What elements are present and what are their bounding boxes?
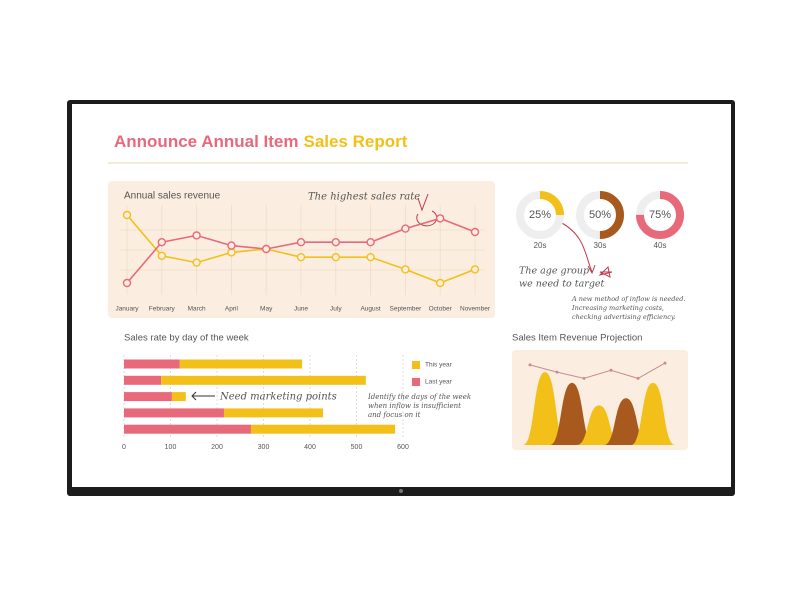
bar-segment bbox=[124, 359, 180, 369]
bar-segment bbox=[124, 424, 251, 434]
x-tick-label: 0 bbox=[122, 444, 126, 451]
point bbox=[470, 227, 480, 237]
x-tick-label: July bbox=[330, 306, 342, 313]
point bbox=[227, 248, 236, 257]
page-title: Announce Annual Item Sales Report bbox=[114, 132, 408, 151]
trend-line bbox=[529, 362, 666, 379]
point bbox=[366, 252, 375, 262]
point bbox=[436, 214, 445, 223]
annotation: Need marketing points bbox=[219, 392, 337, 403]
trend-point bbox=[582, 376, 586, 380]
trend-point bbox=[636, 376, 640, 380]
category-label: 40s bbox=[654, 241, 667, 250]
peak bbox=[523, 372, 567, 445]
bar-segment bbox=[124, 392, 172, 402]
x-tick-label: October bbox=[429, 306, 453, 313]
point bbox=[157, 237, 167, 247]
point bbox=[401, 224, 410, 233]
point bbox=[122, 210, 132, 220]
annotation: A new method of inflow is needed. bbox=[571, 295, 686, 303]
chart-title: Sales Item Revenue Projection bbox=[512, 333, 642, 344]
x-tick-label: January bbox=[115, 306, 139, 313]
point bbox=[331, 252, 340, 262]
annotation: Identify the days of the week bbox=[367, 393, 471, 401]
star-doodle bbox=[598, 265, 613, 278]
annotation: we need to target bbox=[519, 279, 605, 290]
trend-point bbox=[663, 361, 667, 365]
point bbox=[296, 237, 306, 247]
point bbox=[157, 251, 167, 261]
point bbox=[296, 252, 306, 262]
point bbox=[192, 231, 201, 240]
donut-arc bbox=[636, 191, 684, 239]
legend-label: This year bbox=[425, 362, 453, 369]
title-part: Sales Report bbox=[304, 132, 408, 151]
category-label: 30s bbox=[594, 241, 607, 250]
x-tick-label: September bbox=[390, 306, 423, 313]
x-tick-label: May bbox=[260, 306, 273, 313]
point bbox=[192, 258, 201, 267]
legend-label: Last year bbox=[425, 379, 453, 386]
point bbox=[470, 265, 480, 274]
doodle bbox=[416, 193, 438, 227]
bar-segment bbox=[124, 408, 224, 418]
x-tick-label: 400 bbox=[304, 444, 316, 451]
x-tick-label: 500 bbox=[351, 444, 363, 451]
x-tick-label: June bbox=[294, 306, 308, 313]
annotation: checking advertising efficiency. bbox=[572, 313, 676, 321]
x-tick-label: 600 bbox=[397, 444, 409, 451]
point bbox=[122, 278, 132, 288]
x-tick-label: 300 bbox=[258, 444, 270, 451]
point bbox=[436, 278, 445, 288]
x-tick-label: August bbox=[360, 306, 380, 313]
trend-point bbox=[609, 368, 613, 372]
annotation: The age group bbox=[519, 266, 589, 277]
value-label: 50% bbox=[589, 209, 611, 221]
bar-segment bbox=[250, 424, 396, 434]
peak bbox=[577, 405, 621, 445]
bar-segment bbox=[179, 359, 303, 369]
x-tick-label: March bbox=[188, 306, 206, 313]
point bbox=[401, 265, 410, 274]
legend-swatch bbox=[412, 361, 420, 369]
peak bbox=[631, 382, 675, 445]
arrow bbox=[559, 221, 596, 275]
bar-segment bbox=[161, 375, 366, 385]
arrow bbox=[191, 391, 215, 401]
point bbox=[366, 237, 375, 247]
bar-segment bbox=[124, 375, 162, 385]
title-part: Announce Annual Item bbox=[114, 132, 299, 151]
donut-arc bbox=[516, 191, 564, 239]
annotation: when inflow is insufficient bbox=[368, 402, 461, 410]
value-label: 25% bbox=[529, 209, 551, 221]
donut-arc bbox=[576, 191, 624, 239]
annotation: Increasing marketing costs, bbox=[571, 304, 664, 312]
point bbox=[227, 241, 236, 250]
value-label: 75% bbox=[649, 209, 671, 221]
bar-segment bbox=[223, 408, 324, 418]
panel bbox=[108, 181, 495, 318]
bar-segment bbox=[171, 392, 186, 402]
chart-title: Annual sales revenue bbox=[124, 191, 221, 202]
x-tick-label: November bbox=[460, 306, 491, 313]
logo-dot bbox=[399, 489, 403, 493]
legend-swatch bbox=[412, 378, 420, 386]
category-label: 20s bbox=[534, 241, 547, 250]
point bbox=[262, 244, 271, 254]
x-tick-label: 100 bbox=[165, 444, 177, 451]
x-tick-label: 200 bbox=[211, 444, 223, 451]
peak bbox=[604, 398, 648, 445]
annotation: and focus on it bbox=[368, 411, 421, 419]
point bbox=[331, 237, 340, 247]
x-tick-label: February bbox=[149, 306, 176, 313]
annotation: The highest sales rate bbox=[308, 192, 420, 203]
trend-point bbox=[528, 363, 532, 367]
peak bbox=[550, 382, 594, 445]
chart-title: Sales rate by day of the week bbox=[124, 333, 249, 344]
x-tick-label: April bbox=[225, 306, 239, 313]
trend-point bbox=[555, 370, 559, 374]
